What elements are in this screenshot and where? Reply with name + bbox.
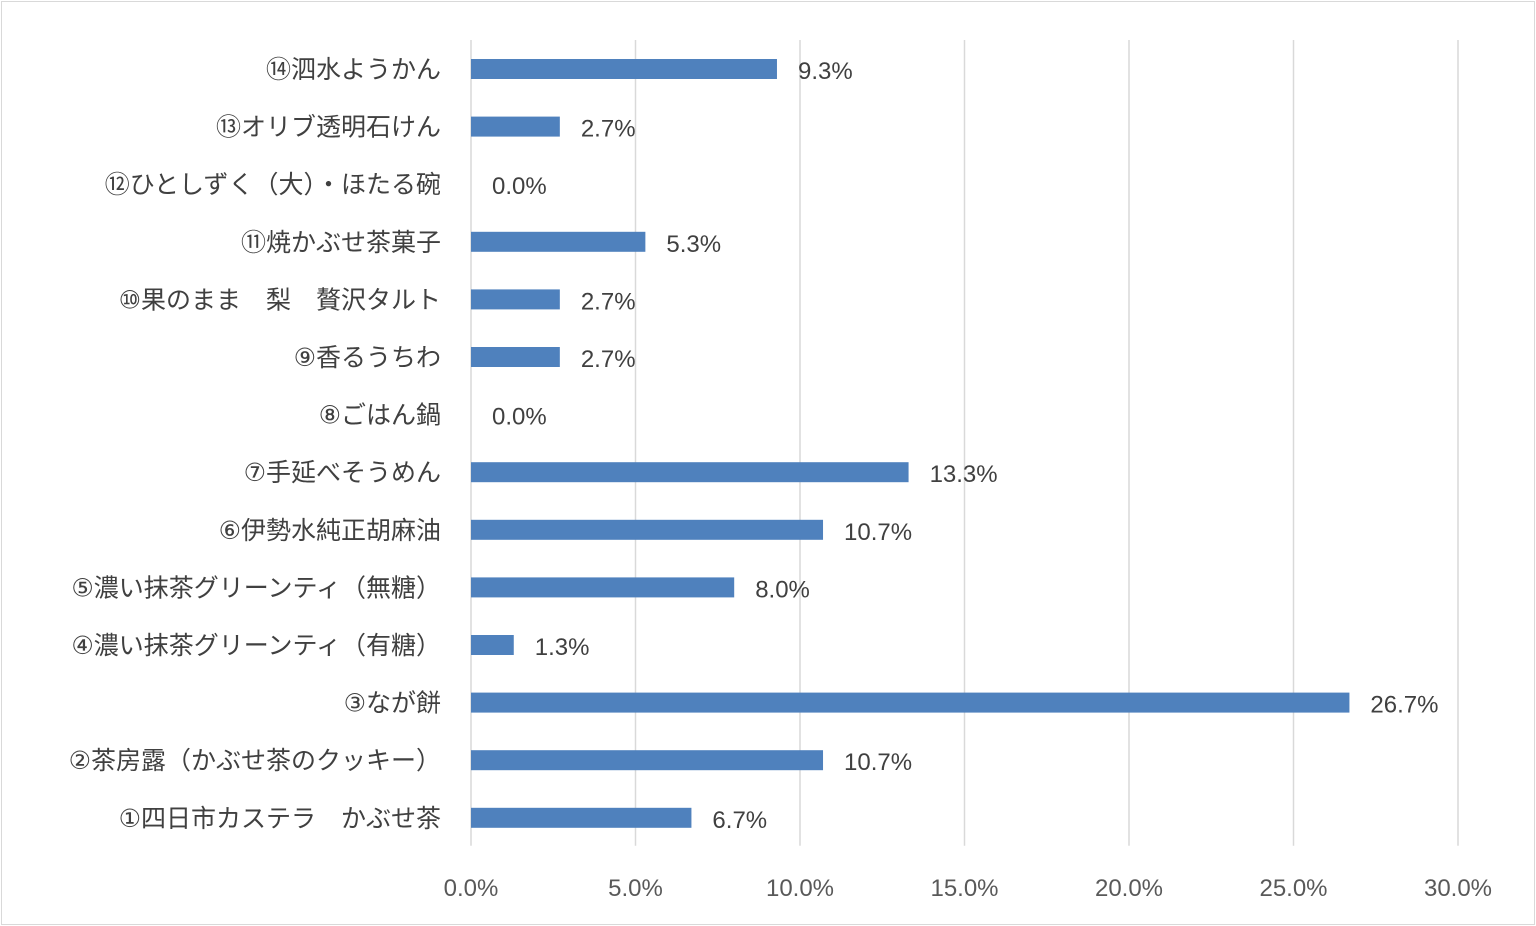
bar xyxy=(471,462,909,483)
category-label: ③なが餅 xyxy=(344,689,441,718)
category-label: ⑪焼かぶせ茶菓子 xyxy=(241,228,441,257)
data-label: 10.7% xyxy=(844,749,912,776)
category-label: ②茶房露（かぶせ茶のクッキー） xyxy=(69,746,441,775)
data-label: 5.3% xyxy=(666,231,721,258)
data-label: 2.7% xyxy=(581,288,636,315)
category-label: ⑭泗水ようかん xyxy=(266,55,441,84)
x-tick-label: 5.0% xyxy=(608,875,663,902)
data-label: 10.7% xyxy=(844,519,912,546)
bar xyxy=(471,289,560,310)
bars xyxy=(471,59,1350,828)
x-tick-label: 10.0% xyxy=(766,875,834,902)
data-label: 8.0% xyxy=(755,576,810,603)
data-label: 0.0% xyxy=(492,173,547,200)
category-label: ①四日市カステラ かぶせ茶 xyxy=(119,804,441,833)
data-label: 2.7% xyxy=(581,346,636,373)
bar xyxy=(471,807,692,828)
category-label: ⑩果のまま 梨 贅沢タルト xyxy=(119,285,441,314)
bar xyxy=(471,231,646,252)
category-label: ⑧ごはん鍋 xyxy=(319,401,441,430)
bar xyxy=(471,519,824,540)
bar xyxy=(471,116,560,137)
bar xyxy=(471,750,824,771)
x-tick-label: 15.0% xyxy=(930,875,998,902)
x-tick-label: 0.0% xyxy=(444,875,499,902)
gridlines xyxy=(470,40,1459,846)
category-label: ⑨香るうちわ xyxy=(294,343,441,372)
bar xyxy=(471,59,777,79)
x-tick-label: 20.0% xyxy=(1095,875,1163,902)
category-label: ⑫ひとしずく（大）・ほたる碗 xyxy=(105,170,441,199)
x-tick-label: 30.0% xyxy=(1424,875,1492,902)
data-label: 0.0% xyxy=(492,404,547,431)
bar xyxy=(471,692,1350,713)
bar xyxy=(471,577,735,598)
data-label: 13.3% xyxy=(930,461,998,488)
category-label: ④濃い抹茶グリーンティ（有糖） xyxy=(71,631,441,660)
data-label: 2.7% xyxy=(581,116,636,143)
category-label: ⑥伊勢水純正胡麻油 xyxy=(219,516,441,545)
labels: 0.0% 5.0% 10.0% 15.0% 20.0% 25.0% 30.0% ⑭泗水ようかん… xyxy=(69,55,1492,902)
bar xyxy=(471,635,514,655)
category-label: ⑤濃い抹茶グリーンティ（無糖） xyxy=(71,573,441,602)
data-label: 1.3% xyxy=(535,634,590,661)
data-label: 6.7% xyxy=(712,807,767,834)
bar xyxy=(471,347,560,367)
category-label: ⑦手延べそうめん xyxy=(244,458,441,487)
data-label: 26.7% xyxy=(1370,692,1438,719)
category-label: ⑬オリブ透明石けん xyxy=(216,113,441,142)
data-label: 9.3% xyxy=(798,58,853,85)
x-tick-label: 25.0% xyxy=(1259,875,1327,902)
